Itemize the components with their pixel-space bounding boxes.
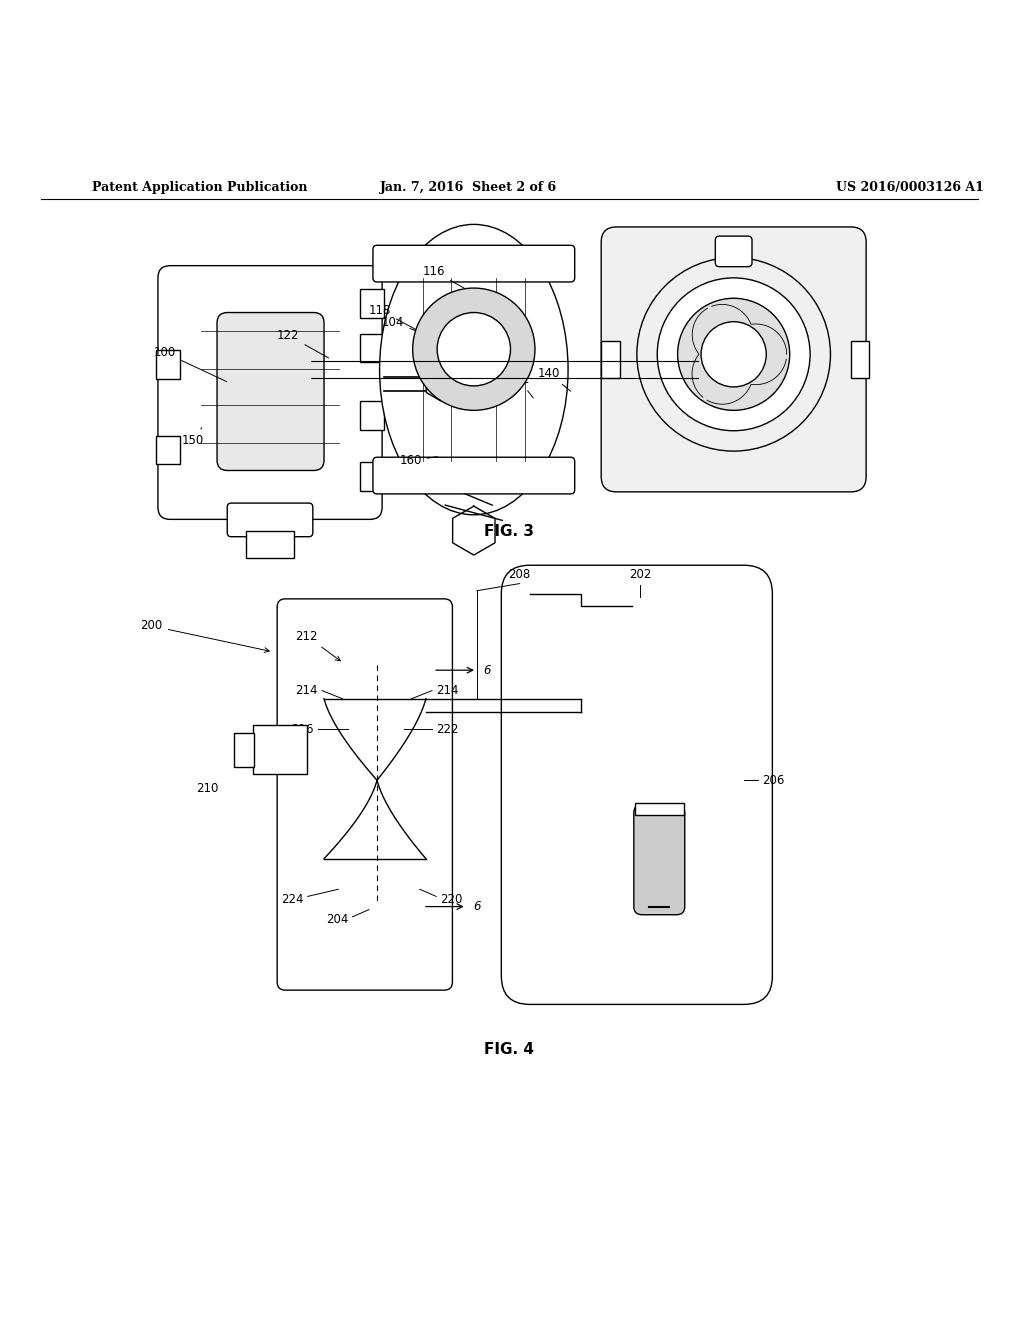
Text: 100: 100 — [154, 346, 226, 381]
Text: 6: 6 — [483, 664, 490, 677]
FancyBboxPatch shape — [716, 236, 752, 267]
Text: 220: 220 — [440, 892, 463, 906]
FancyBboxPatch shape — [373, 246, 574, 282]
Circle shape — [701, 322, 766, 387]
Text: Jan. 7, 2016  Sheet 2 of 6: Jan. 7, 2016 Sheet 2 of 6 — [380, 181, 557, 194]
Text: 104: 104 — [382, 315, 454, 345]
FancyBboxPatch shape — [227, 503, 312, 537]
Text: 208: 208 — [509, 568, 530, 581]
FancyBboxPatch shape — [502, 565, 772, 1005]
Text: 216: 216 — [292, 723, 313, 735]
FancyBboxPatch shape — [601, 341, 620, 378]
Text: 200: 200 — [140, 619, 269, 652]
FancyBboxPatch shape — [359, 401, 384, 430]
FancyBboxPatch shape — [217, 313, 324, 470]
Text: 204: 204 — [326, 913, 348, 927]
Text: 118: 118 — [369, 304, 443, 345]
Text: 160: 160 — [399, 454, 437, 467]
FancyBboxPatch shape — [234, 734, 254, 767]
Text: 140: 140 — [538, 367, 570, 391]
FancyBboxPatch shape — [278, 599, 453, 990]
Text: Patent Application Publication: Patent Application Publication — [92, 181, 307, 194]
Text: 206: 206 — [762, 774, 784, 787]
Text: 6: 6 — [473, 900, 480, 913]
Text: 150: 150 — [181, 428, 204, 447]
Text: 214: 214 — [436, 684, 459, 697]
Text: 122: 122 — [278, 329, 329, 358]
Text: 126: 126 — [446, 304, 515, 331]
Circle shape — [678, 298, 790, 411]
Text: 212: 212 — [296, 630, 340, 661]
Text: FIG. 4: FIG. 4 — [484, 1041, 535, 1057]
Text: 202: 202 — [629, 568, 651, 581]
FancyBboxPatch shape — [156, 436, 180, 465]
Text: 116: 116 — [423, 265, 474, 294]
FancyBboxPatch shape — [359, 334, 384, 363]
Circle shape — [413, 288, 535, 411]
Ellipse shape — [380, 224, 568, 515]
Text: 222: 222 — [436, 723, 459, 735]
FancyBboxPatch shape — [246, 531, 295, 558]
FancyBboxPatch shape — [635, 803, 684, 814]
Text: FIG. 3: FIG. 3 — [484, 524, 535, 539]
Text: US 2016/0003126 A1: US 2016/0003126 A1 — [836, 181, 983, 194]
FancyBboxPatch shape — [373, 457, 574, 494]
Text: 210: 210 — [196, 781, 218, 795]
Text: 214: 214 — [295, 684, 317, 697]
FancyBboxPatch shape — [359, 462, 384, 491]
FancyBboxPatch shape — [253, 725, 307, 774]
Text: 224: 224 — [282, 892, 304, 906]
Circle shape — [437, 313, 511, 385]
Circle shape — [657, 279, 810, 430]
FancyBboxPatch shape — [601, 227, 866, 492]
FancyBboxPatch shape — [158, 265, 382, 519]
FancyBboxPatch shape — [851, 341, 869, 378]
FancyBboxPatch shape — [634, 805, 685, 915]
FancyBboxPatch shape — [359, 289, 384, 318]
Text: 132: 132 — [508, 372, 534, 397]
FancyBboxPatch shape — [156, 350, 180, 379]
